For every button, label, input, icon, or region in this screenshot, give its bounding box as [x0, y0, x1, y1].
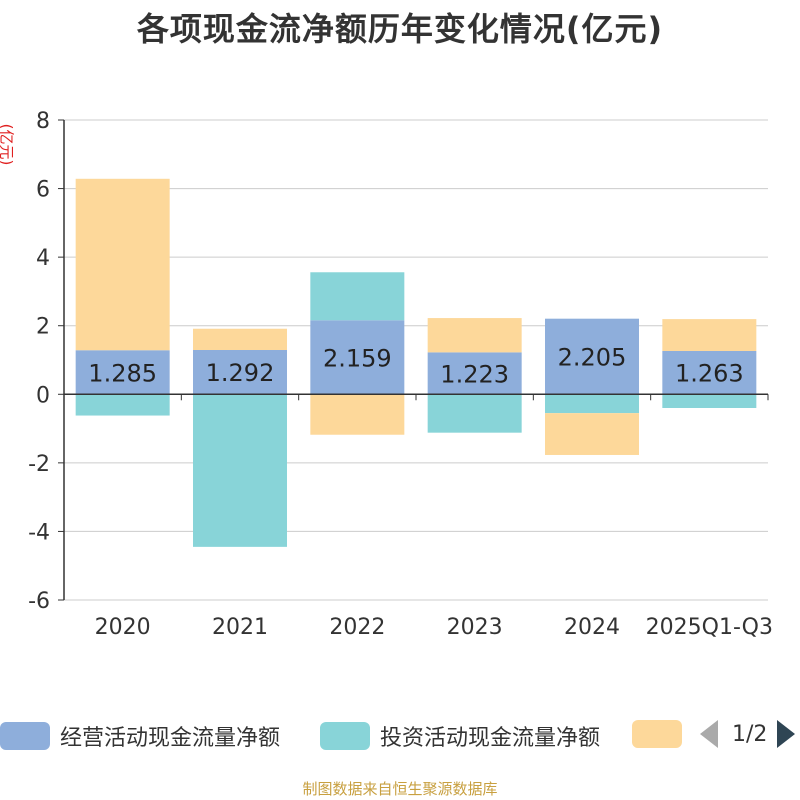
- bar-1-2023: [427, 394, 522, 433]
- bar-1-2022: [310, 272, 405, 321]
- bar-2-2020: [75, 178, 170, 351]
- chart-svg: -6 -4 -2 0 2 4 6 8 2020 2021 2022 2023 2024 2025Q1-Q3…: [28, 109, 773, 640]
- bar-0-2020: [75, 350, 170, 395]
- legend-item-financing[interactable]: [632, 720, 692, 748]
- bar-2-2023: [427, 318, 522, 353]
- bar-0-2025Q1-Q3: [662, 350, 757, 395]
- y-tick-label: -2: [28, 452, 50, 477]
- data-label: 1.285: [88, 359, 157, 387]
- x-tick-label: 2024: [564, 615, 620, 640]
- y-tick-label: -6: [28, 589, 50, 614]
- legend-label-investing: 投资活动现金流量净额: [380, 726, 601, 751]
- x-tick-label: 2020: [95, 615, 151, 640]
- legend-swatch-operating: [0, 722, 50, 750]
- bar-0-2021: [193, 349, 287, 395]
- data-label: 2.159: [323, 344, 392, 372]
- bar-2-2021: [193, 328, 287, 350]
- y-tick-label: 4: [36, 246, 50, 271]
- legend-pager: 1/2: [700, 720, 796, 748]
- bar-0-2022: [310, 320, 405, 395]
- legend: 经营活动现金流量净额 投资活动现金流量净额 1/2: [0, 712, 800, 756]
- bar-2-2024: [545, 413, 639, 455]
- legend-label-operating: 经营活动现金流量净额: [60, 726, 281, 751]
- bar-1-2021: [193, 394, 287, 547]
- legend-swatch-investing: [320, 722, 370, 750]
- x-tick-label: 2023: [447, 615, 503, 640]
- data-label: 1.292: [206, 359, 275, 387]
- legend-item-investing[interactable]: 投资活动现金流量净额: [320, 720, 600, 752]
- bar-0-2024: [545, 318, 639, 395]
- x-tick-label: 2022: [329, 615, 385, 640]
- y-tick-label: 8: [36, 109, 50, 134]
- bar-0-2023: [427, 352, 522, 395]
- x-tick-label: 2025Q1-Q3: [646, 615, 773, 640]
- y-tick-label: 2: [36, 315, 50, 340]
- data-label: 2.205: [558, 343, 627, 371]
- bar-1-2020: [75, 394, 170, 416]
- x-tick-label: 2021: [212, 615, 268, 640]
- data-source-footer: 制图数据来自恒生聚源数据库: [302, 780, 498, 798]
- y-tick-label: 6: [36, 178, 50, 203]
- legend-swatch-financing: [632, 720, 682, 748]
- bar-1-2024: [545, 394, 639, 414]
- legend-item-operating[interactable]: 经营活动现金流量净额: [0, 720, 280, 752]
- data-label: 1.223: [440, 360, 509, 388]
- y-tick-label: 0: [36, 383, 50, 408]
- chart-title: 各项现金流净额历年变化情况(亿元): [136, 10, 664, 48]
- bar-1-2025Q1-Q3: [662, 394, 757, 408]
- bar-2-2025Q1-Q3: [662, 319, 757, 351]
- data-label: 1.263: [675, 360, 744, 388]
- y-tick-label: -4: [28, 520, 50, 545]
- bar-2-2022: [310, 394, 405, 435]
- legend-prev-icon[interactable]: [700, 720, 718, 748]
- legend-next-icon[interactable]: [777, 720, 796, 748]
- legend-page-indicator: 1/2: [732, 721, 768, 747]
